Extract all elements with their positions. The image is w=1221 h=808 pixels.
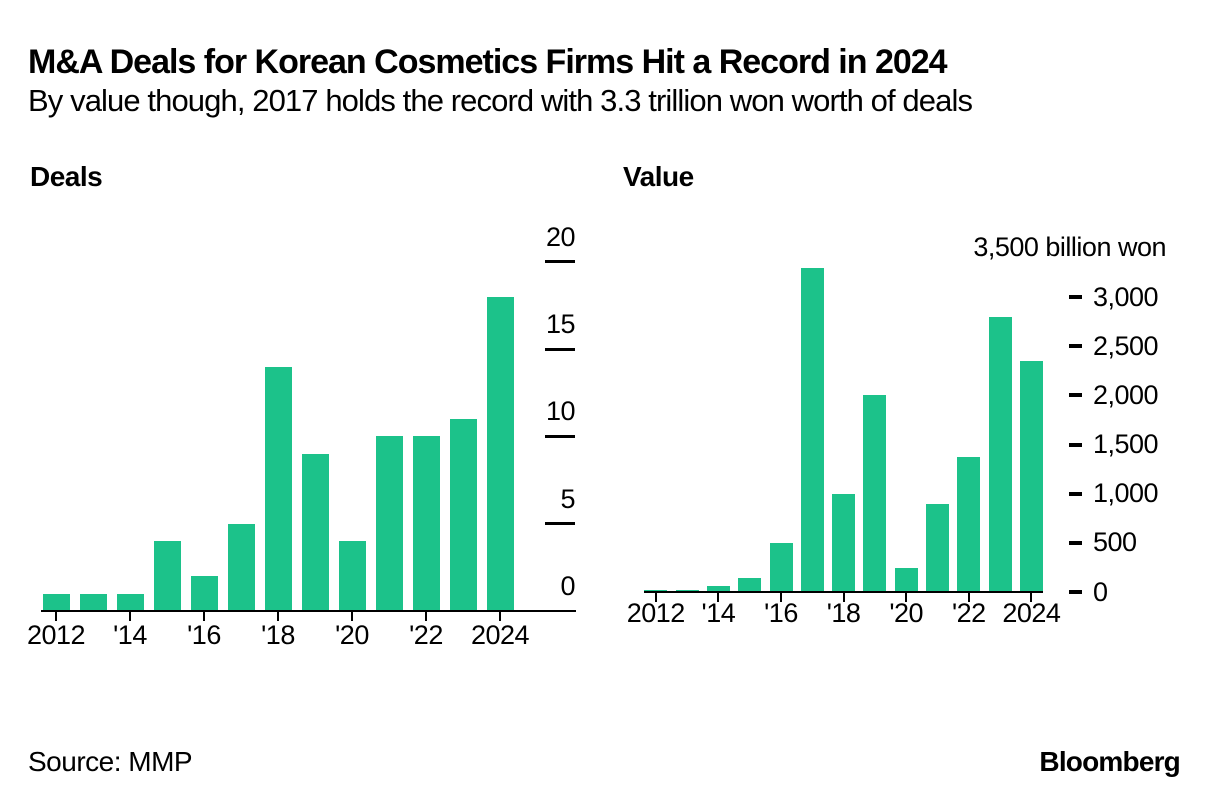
x-tick-value-2012 <box>654 592 657 602</box>
x-tick-deals-2014 <box>129 611 131 621</box>
panel-title-deals: Deals <box>30 161 103 192</box>
y-axis-unit-label-value: 3,500 billion won <box>973 232 1166 263</box>
bar-deals-2012 <box>42 594 70 611</box>
bar-value-2024 <box>1019 361 1043 592</box>
x-tick-deals-2022 <box>425 611 427 621</box>
y-tick-dash-value-2000 <box>1069 393 1082 398</box>
y-tick-label-value-0: 0 <box>1093 576 1108 607</box>
x-tick-deals-2016 <box>203 611 205 621</box>
x-tick-deals-2012 <box>55 611 57 621</box>
x-tick-label-deals-2024: 2024 <box>470 620 530 650</box>
bar-deals-2014 <box>116 594 144 611</box>
chart-subtitle: By value though, 2017 holds the record w… <box>28 83 973 118</box>
bar-value-2021 <box>926 504 949 592</box>
bar-deals-2016 <box>190 576 218 611</box>
bar-deals-2024 <box>486 297 514 611</box>
bar-deals-2015 <box>153 541 181 611</box>
x-tick-label-value-2022: '22 <box>951 598 986 628</box>
x-tick-value-2020 <box>905 592 908 602</box>
bar-value-2023 <box>988 317 1012 592</box>
x-tick-value-2016 <box>780 592 782 602</box>
y-tick-label-deals-15: 15 <box>545 309 576 340</box>
bar-deals-2018 <box>264 367 292 611</box>
bar-value-2015 <box>738 578 762 592</box>
bar-value-2014 <box>706 586 730 592</box>
y-tick-dash-deals-20 <box>545 260 575 264</box>
x-tick-label-value-2018: '18 <box>826 598 861 628</box>
y-tick-label-deals-5: 5 <box>560 483 575 514</box>
y-tick-dash-value-3000 <box>1069 295 1082 300</box>
y-tick-dash-deals-15 <box>545 347 575 351</box>
y-tick-label-value-500: 500 <box>1093 527 1137 558</box>
y-tick-label-deals-20: 20 <box>545 221 576 252</box>
x-tick-label-deals-2020: '20 <box>335 620 369 650</box>
y-tick-dash-deals-5 <box>545 522 575 526</box>
y-tick-label-value-3000: 3,000 <box>1093 281 1159 312</box>
x-tick-deals-2024 <box>499 611 501 621</box>
y-tick-dash-value-0 <box>1069 590 1082 594</box>
x-tick-label-deals-2014: '14 <box>113 620 147 650</box>
y-tick-label-value-2000: 2,000 <box>1093 379 1159 410</box>
x-tick-deals-2018 <box>277 611 279 621</box>
x-axis-line-deals <box>41 610 576 612</box>
panel-title-value: Value <box>623 161 694 192</box>
x-tick-value-2014 <box>717 592 720 602</box>
y-tick-dash-value-1500 <box>1069 442 1082 447</box>
x-tick-label-deals-2022: '22 <box>409 620 443 650</box>
x-tick-deals-2020 <box>351 611 353 621</box>
x-tick-label-value-2016: '16 <box>764 598 798 628</box>
x-tick-label-value-2012: 2012 <box>626 598 686 628</box>
y-tick-dash-value-1000 <box>1069 491 1082 496</box>
chart-title: M&A Deals for Korean Cosmetics Firms Hit… <box>28 43 948 81</box>
x-tick-label-deals-2018: '18 <box>261 620 295 650</box>
y-tick-dash-value-2500 <box>1069 344 1082 349</box>
bar-deals-2021 <box>375 436 403 611</box>
y-tick-label-value-1500: 1,500 <box>1093 429 1159 460</box>
bar-value-2019 <box>863 395 887 592</box>
y-tick-dash-value-500 <box>1069 540 1082 545</box>
x-tick-label-value-2024: 2024 <box>1002 598 1061 628</box>
y-tick-label-deals-0: 0 <box>560 571 575 601</box>
x-tick-label-value-2020: '20 <box>889 598 924 628</box>
bar-value-2018 <box>832 494 856 592</box>
y-tick-label-value-2500: 2,500 <box>1093 330 1159 361</box>
x-tick-label-deals-2012: 2012 <box>26 620 86 650</box>
bar-value-2022 <box>957 457 981 592</box>
y-tick-dash-deals-10 <box>545 434 575 438</box>
x-tick-value-2022 <box>967 592 970 602</box>
bar-deals-2019 <box>301 454 329 611</box>
bar-value-2016 <box>769 543 793 592</box>
source-label: Source: MMP <box>28 746 193 777</box>
y-tick-label-deals-10: 10 <box>545 396 576 427</box>
bar-deals-2017 <box>227 524 255 611</box>
bar-deals-2022 <box>412 436 440 611</box>
bloomberg-logo: Bloomberg <box>1039 746 1180 777</box>
bar-deals-2013 <box>79 594 107 611</box>
x-tick-label-deals-2016: '16 <box>187 620 221 650</box>
bar-deals-2020 <box>338 541 366 611</box>
x-tick-value-2024 <box>1030 592 1033 602</box>
x-tick-value-2018 <box>842 592 845 602</box>
y-tick-label-value-1000: 1,000 <box>1093 478 1159 509</box>
bar-value-2020 <box>894 568 918 592</box>
bar-value-2017 <box>800 268 824 592</box>
bar-deals-2023 <box>449 419 477 611</box>
x-tick-label-value-2014: '14 <box>701 598 736 628</box>
